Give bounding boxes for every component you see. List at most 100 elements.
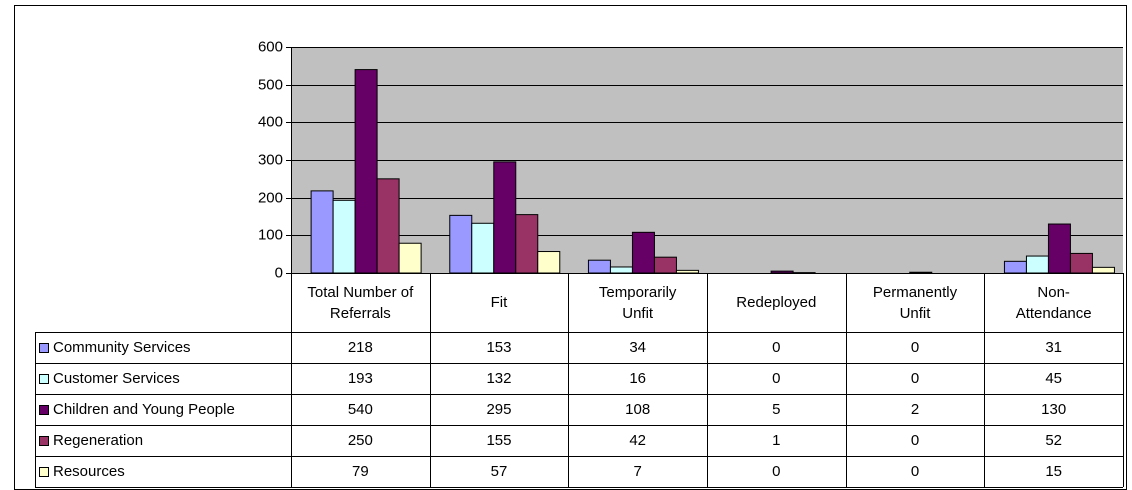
y-tick-label: 400 — [258, 113, 283, 130]
bar — [587, 259, 611, 274]
table-value: 0 — [846, 332, 985, 363]
table-value-text: 15 — [1045, 463, 1062, 480]
table-value-text: 155 — [486, 432, 512, 449]
table-value-text: 540 — [347, 401, 373, 418]
table-value: 15 — [984, 456, 1123, 487]
bar — [449, 214, 473, 274]
legend-label: Customer Services — [53, 370, 180, 387]
table-value: 295 — [430, 394, 569, 425]
table-value: 45 — [984, 363, 1123, 394]
x-tick-label-text: Temporarily Unfit — [598, 283, 677, 322]
legend-label: Resources — [53, 463, 125, 480]
bar — [653, 256, 677, 274]
table-value-text: 7 — [633, 463, 642, 480]
table-value-text: 79 — [351, 463, 369, 480]
table-value-text: 34 — [629, 339, 646, 356]
table-value-text: 52 — [1045, 432, 1062, 449]
x-tick-label: Total Number of Referrals — [291, 273, 430, 332]
legend-label: Community Services — [53, 339, 191, 356]
table-value: 0 — [707, 363, 846, 394]
y-tick-label: 100 — [258, 226, 283, 243]
bar — [354, 69, 378, 274]
bar — [493, 161, 517, 274]
x-tick-label: Fit — [430, 273, 569, 332]
table-value: 2 — [846, 394, 985, 425]
bar — [398, 242, 422, 274]
table-value: 52 — [984, 425, 1123, 456]
table-value: 79 — [291, 456, 430, 487]
table-value: 218 — [291, 332, 430, 363]
bar — [631, 231, 655, 274]
table-value-text: 295 — [486, 401, 512, 418]
table-value-text: 0 — [910, 370, 920, 387]
table-value: 0 — [846, 456, 985, 487]
table-value-text: 218 — [347, 339, 373, 356]
table-value: 57 — [430, 456, 569, 487]
table-value-text: 132 — [486, 370, 512, 387]
table-value: 34 — [568, 332, 707, 363]
table-value-text: 130 — [1041, 401, 1067, 418]
legend-key — [39, 342, 49, 353]
table-value-text: 45 — [1045, 370, 1062, 387]
table-value: 108 — [568, 394, 707, 425]
legend-key — [39, 435, 49, 446]
y-tick-label: 200 — [258, 189, 283, 206]
bar — [332, 199, 356, 274]
table-value: 1 — [707, 425, 846, 456]
table-value: 31 — [984, 332, 1123, 363]
table-value: 132 — [430, 363, 569, 394]
table-value-text: 0 — [910, 339, 920, 356]
table-value-text: 0 — [772, 370, 781, 387]
legend-entry: Regeneration — [35, 425, 143, 456]
table-value: 540 — [291, 394, 430, 425]
table-value-text: 5 — [772, 401, 781, 418]
x-tick-label-text: Permanently Unfit — [872, 283, 958, 322]
table-value: 0 — [846, 363, 985, 394]
y-tick-label: 600 — [258, 38, 283, 55]
table-value: 250 — [291, 425, 430, 456]
table-value: 16 — [568, 363, 707, 394]
table-value: 0 — [707, 456, 846, 487]
bar — [1069, 252, 1093, 274]
x-tick-label: Permanently Unfit — [846, 273, 985, 332]
table-value: 153 — [430, 332, 569, 363]
y-tick-label: 0 — [275, 264, 283, 281]
legend-label: Regeneration — [53, 432, 144, 449]
x-tick-label-text: Non-Attendance — [1015, 283, 1092, 322]
bar — [1003, 260, 1027, 274]
x-tick-label-text: Total Number of Referrals — [307, 283, 414, 322]
table-value-text: 1 — [772, 432, 781, 449]
table-value: 193 — [291, 363, 430, 394]
legend-entry: Resources — [35, 456, 125, 487]
legend-entry: Community Services — [35, 332, 191, 363]
table-value-text: 108 — [625, 401, 651, 418]
table-value: 7 — [568, 456, 707, 487]
table-value-text: 42 — [629, 432, 646, 449]
legend-key — [39, 404, 49, 415]
table-value: 42 — [568, 425, 707, 456]
table-value-text: 0 — [910, 463, 920, 480]
legend-entry: Customer Services — [35, 363, 180, 394]
table-value-text: 193 — [347, 370, 373, 387]
table-value-text: 16 — [629, 370, 646, 387]
bar — [310, 190, 334, 274]
table-value: 5 — [707, 394, 846, 425]
legend-key — [39, 373, 49, 384]
bar — [537, 251, 561, 274]
y-tick-label: 300 — [258, 151, 283, 168]
table-value-text: 0 — [772, 463, 781, 480]
table-value-text: 0 — [772, 339, 781, 356]
table-value-text: 153 — [486, 339, 512, 356]
bar — [515, 214, 539, 274]
table-value-text: 31 — [1045, 339, 1062, 356]
legend-entry: Children and Young People — [35, 394, 235, 425]
y-tick-label: 500 — [258, 76, 283, 93]
x-tick-label-text: Fit — [490, 294, 508, 311]
table-value: 0 — [707, 332, 846, 363]
table-value-text: 0 — [910, 432, 920, 449]
x-tick-label-text: Redeployed — [736, 294, 817, 311]
legend-label: Children and Young People — [53, 401, 235, 418]
table-value: 0 — [846, 425, 985, 456]
bar — [1047, 223, 1071, 274]
